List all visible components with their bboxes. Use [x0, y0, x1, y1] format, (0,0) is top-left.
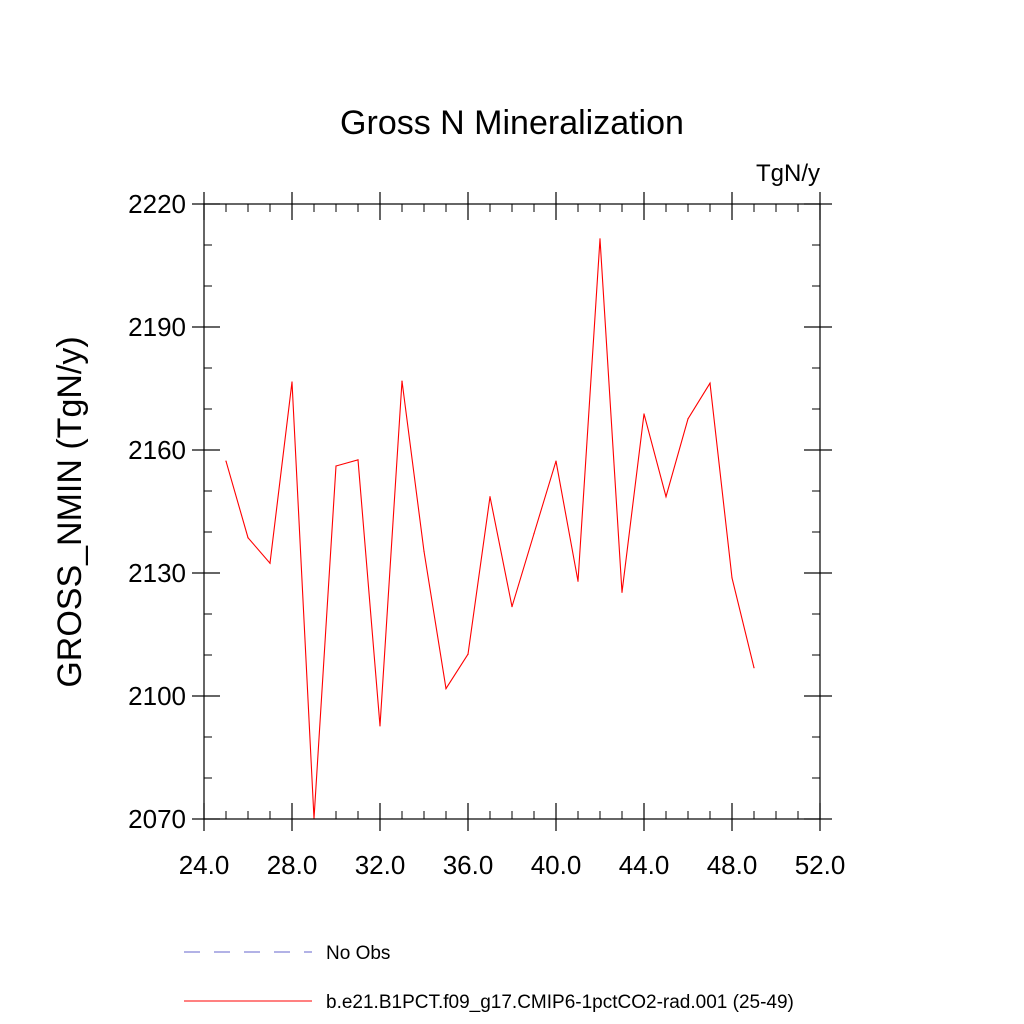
data-point — [665, 496, 667, 498]
data-point — [555, 460, 557, 462]
y-tick-label: 2220 — [128, 189, 186, 219]
y-tick-label: 2070 — [128, 804, 186, 834]
x-tick-label: 52.0 — [795, 850, 846, 880]
data-point — [511, 606, 513, 608]
data-point — [621, 591, 623, 593]
y-axis-label: GROSS_NMIN (TgN/y) — [51, 336, 89, 687]
data-point — [335, 465, 337, 467]
y-tick-label: 2100 — [128, 681, 186, 711]
data-point — [247, 537, 249, 539]
x-tick-label: 32.0 — [355, 850, 406, 880]
data-point — [357, 459, 359, 461]
data-point — [225, 460, 227, 462]
x-tick-label: 24.0 — [179, 850, 230, 880]
legend: No Obs b.e21.B1PCT.f09_g17.CMIP6-1pctCO2-… — [184, 943, 794, 1013]
data-point — [731, 577, 733, 579]
data-point — [577, 580, 579, 582]
x-tick-label: 44.0 — [619, 850, 670, 880]
data-point — [753, 667, 755, 669]
data-point — [379, 725, 381, 727]
series-line — [225, 238, 755, 819]
units-label: TgN/y — [756, 160, 820, 187]
data-point — [643, 413, 645, 415]
legend-label: No Obs — [326, 943, 390, 964]
data-point — [423, 550, 425, 552]
y-tick-label: 2160 — [128, 435, 186, 465]
y-tick-label: 2190 — [128, 312, 186, 342]
legend-label: b.e21.B1PCT.f09_g17.CMIP6-1pctCO2-rad.00… — [326, 992, 794, 1013]
plot-frame — [203, 203, 821, 820]
data-point — [489, 496, 491, 498]
data-point — [709, 382, 711, 384]
x-tick-labels: 24.0 28.0 32.0 36.0 40.0 44.0 48.0 52.0 — [179, 850, 846, 880]
x-tick-label: 48.0 — [707, 850, 758, 880]
axis-ticks — [192, 192, 832, 831]
data-point — [599, 238, 601, 240]
x-tick-label: 28.0 — [267, 850, 318, 880]
x-tick-label: 40.0 — [531, 850, 582, 880]
data-point — [467, 653, 469, 655]
x-tick-label: 36.0 — [443, 850, 494, 880]
data-point — [533, 533, 535, 535]
data-point — [401, 380, 403, 382]
data-point — [445, 688, 447, 690]
data-point — [269, 562, 271, 564]
y-tick-label: 2130 — [128, 558, 186, 588]
series-group — [225, 238, 755, 820]
y-tick-labels: 2220 2190 2160 2130 2100 2070 — [128, 189, 186, 834]
data-point — [291, 381, 293, 383]
data-point — [687, 418, 689, 420]
chart-title: Gross N Mineralization — [340, 104, 684, 142]
